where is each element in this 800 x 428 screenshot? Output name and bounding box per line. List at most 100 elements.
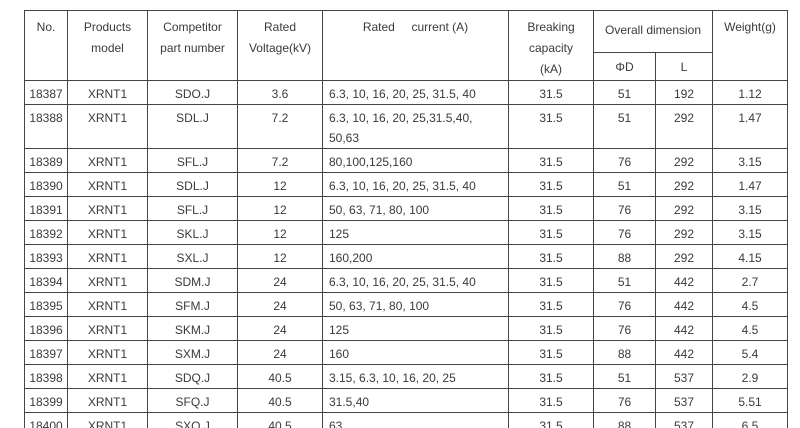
cell-weight: 1.12 xyxy=(712,80,789,105)
cell-weight: 6.5 xyxy=(712,412,789,428)
cell-breaking-capacity: 31.5 xyxy=(508,340,594,365)
cell-competitor-part-number: SDL.J xyxy=(147,172,238,197)
cell-products-model: XRNT1 xyxy=(67,340,148,365)
cell-l: 192 xyxy=(654,80,714,105)
cell-competitor-part-number: SDO.J xyxy=(147,80,238,105)
cell-l: 442 xyxy=(654,292,714,317)
cell-phi-d: 51 xyxy=(593,364,656,389)
table-row: 18397 XRNT1 SXM.J 24 160 31.5 88 442 5.4 xyxy=(24,340,789,365)
cell-weight: 5.51 xyxy=(712,388,789,413)
cell-breaking-capacity: 31.5 xyxy=(508,104,594,149)
cell-no: 18400 xyxy=(24,412,68,428)
cell-no: 18399 xyxy=(24,388,68,413)
header-products-model: Products model xyxy=(67,10,148,81)
cell-rated-current: 160 xyxy=(322,340,509,365)
cell-breaking-capacity: 31.5 xyxy=(508,364,594,389)
cell-rated-voltage: 3.6 xyxy=(237,80,323,105)
cell-l: 292 xyxy=(654,104,714,149)
cell-competitor-part-number: SDM.J xyxy=(147,268,238,293)
header-l: L xyxy=(654,52,714,81)
cell-rated-current: 31.5,40 xyxy=(322,388,509,413)
cell-no: 18398 xyxy=(24,364,68,389)
cell-l: 537 xyxy=(654,364,714,389)
cell-products-model: XRNT1 xyxy=(67,316,148,341)
cell-no: 18390 xyxy=(24,172,68,197)
cell-rated-voltage: 24 xyxy=(237,292,323,317)
cell-rated-voltage: 24 xyxy=(237,340,323,365)
header-competitor-part-number: Competitor part number xyxy=(147,10,238,81)
table-row: 18388 XRNT1 SDL.J 7.2 6.3, 10, 16, 20, 2… xyxy=(24,104,789,149)
cell-breaking-capacity: 31.5 xyxy=(508,292,594,317)
cell-rated-current: 6.3, 10, 16, 20, 25, 31.5, 40 xyxy=(322,172,509,197)
cell-competitor-part-number: SFL.J xyxy=(147,148,238,173)
cell-products-model: XRNT1 xyxy=(67,172,148,197)
cell-l: 442 xyxy=(654,268,714,293)
cell-products-model: XRNT1 xyxy=(67,244,148,269)
table-row: 18389 XRNT1 SFL.J 7.2 80,100,125,160 31.… xyxy=(24,148,789,173)
cell-rated-voltage: 24 xyxy=(237,316,323,341)
table-row: 18390 XRNT1 SDL.J 12 6.3, 10, 16, 20, 25… xyxy=(24,172,789,197)
cell-breaking-capacity: 31.5 xyxy=(508,220,594,245)
cell-no: 18392 xyxy=(24,220,68,245)
cell-rated-current: 80,100,125,160 xyxy=(322,148,509,173)
cell-l: 292 xyxy=(654,244,714,269)
cell-rated-voltage: 12 xyxy=(237,172,323,197)
cell-phi-d: 76 xyxy=(593,220,656,245)
cell-weight: 1.47 xyxy=(712,172,789,197)
cell-competitor-part-number: SKL.J xyxy=(147,220,238,245)
cell-l: 537 xyxy=(654,412,714,428)
cell-rated-current: 63 xyxy=(322,412,509,428)
cell-rated-voltage: 12 xyxy=(237,244,323,269)
cell-breaking-capacity: 31.5 xyxy=(508,316,594,341)
cell-competitor-part-number: SXL.J xyxy=(147,244,238,269)
cell-breaking-capacity: 31.5 xyxy=(508,388,594,413)
cell-l: 292 xyxy=(654,172,714,197)
cell-phi-d: 88 xyxy=(593,340,656,365)
header-breaking-capacity: Breaking capacity (kA) xyxy=(508,10,594,81)
cell-competitor-part-number: SFL.J xyxy=(147,196,238,221)
table-row: 18395 XRNT1 SFM.J 24 50, 63, 71, 80, 100… xyxy=(24,292,789,317)
cell-products-model: XRNT1 xyxy=(67,292,148,317)
table-row: 18399 XRNT1 SFQ.J 40.5 31.5,40 31.5 76 5… xyxy=(24,388,789,413)
table-row: 18396 XRNT1 SKM.J 24 125 31.5 76 442 4.5 xyxy=(24,316,789,341)
cell-products-model: XRNT1 xyxy=(67,104,148,149)
header-weight: Weight(g) xyxy=(712,10,789,81)
cell-rated-current: 6.3, 10, 16, 20, 25,31.5,40, 50,63 xyxy=(322,104,509,149)
cell-no: 18394 xyxy=(24,268,68,293)
cell-competitor-part-number: SXQ.J xyxy=(147,412,238,428)
cell-phi-d: 51 xyxy=(593,80,656,105)
table-row: 18391 XRNT1 SFL.J 12 50, 63, 71, 80, 100… xyxy=(24,196,789,221)
cell-products-model: XRNT1 xyxy=(67,388,148,413)
cell-rated-current: 50, 63, 71, 80, 100 xyxy=(322,292,509,317)
cell-no: 18397 xyxy=(24,340,68,365)
fuse-spec-table: No. Products model Competitor part numbe… xyxy=(24,10,789,428)
cell-phi-d: 76 xyxy=(593,148,656,173)
cell-competitor-part-number: SDQ.J xyxy=(147,364,238,389)
cell-rated-voltage: 40.5 xyxy=(237,364,323,389)
cell-no: 18388 xyxy=(24,104,68,149)
cell-products-model: XRNT1 xyxy=(67,80,148,105)
cell-weight: 2.7 xyxy=(712,268,789,293)
table-row: 18392 XRNT1 SKL.J 12 125 31.5 76 292 3.1… xyxy=(24,220,789,245)
cell-breaking-capacity: 31.5 xyxy=(508,172,594,197)
cell-breaking-capacity: 31.5 xyxy=(508,412,594,428)
cell-no: 18396 xyxy=(24,316,68,341)
table-row: 18400 XRNT1 SXQ.J 40.5 63 31.5 88 537 6.… xyxy=(24,412,789,428)
cell-competitor-part-number: SDL.J xyxy=(147,104,238,149)
cell-breaking-capacity: 31.5 xyxy=(508,244,594,269)
header-rated-current: Rated current (A) xyxy=(322,10,509,81)
cell-breaking-capacity: 31.5 xyxy=(508,148,594,173)
cell-weight: 3.15 xyxy=(712,196,789,221)
cell-phi-d: 51 xyxy=(593,268,656,293)
cell-rated-voltage: 7.2 xyxy=(237,148,323,173)
cell-competitor-part-number: SFQ.J xyxy=(147,388,238,413)
cell-no: 18391 xyxy=(24,196,68,221)
table-body: 18387 XRNT1 SDO.J 3.6 6.3, 10, 16, 20, 2… xyxy=(24,80,789,428)
cell-rated-current: 50, 63, 71, 80, 100 xyxy=(322,196,509,221)
cell-products-model: XRNT1 xyxy=(67,148,148,173)
cell-rated-voltage: 12 xyxy=(237,220,323,245)
cell-rated-current: 3.15, 6.3, 10, 16, 20, 25 xyxy=(322,364,509,389)
cell-phi-d: 76 xyxy=(593,388,656,413)
cell-rated-current: 125 xyxy=(322,316,509,341)
